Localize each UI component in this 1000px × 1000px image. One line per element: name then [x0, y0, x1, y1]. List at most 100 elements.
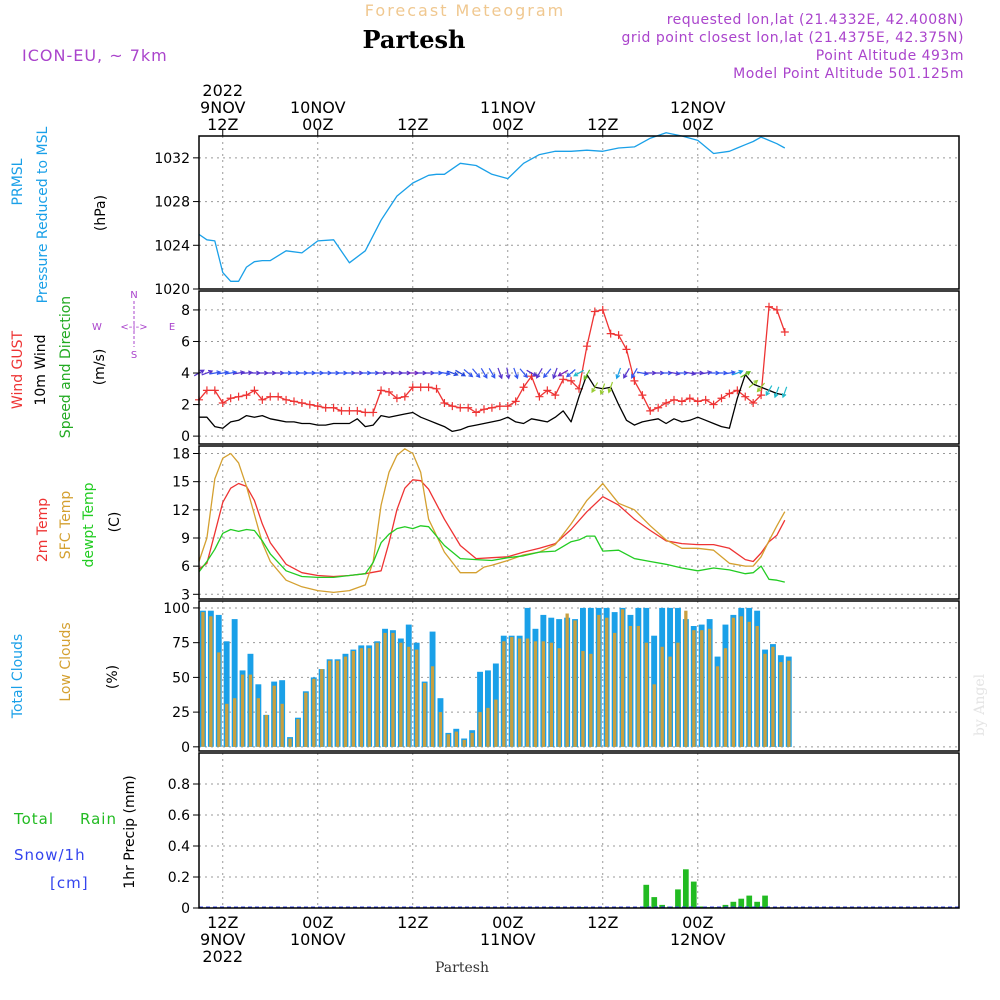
- wind-direction-arrow: [438, 371, 452, 376]
- wind-gust-marker: [313, 402, 322, 411]
- wind-gust-marker: [654, 403, 663, 412]
- wind-gust-marker: [472, 408, 481, 417]
- low-cloud-bar: [589, 653, 593, 747]
- low-cloud-bar: [383, 632, 387, 747]
- y-tick-label: 0.2: [168, 870, 190, 886]
- rain-bar: [730, 901, 737, 908]
- wind-gust-marker: [551, 391, 560, 400]
- wind-direction-arrow: [552, 367, 558, 380]
- y-tick-label: 50: [172, 670, 190, 686]
- watermark: by Angel: [972, 673, 988, 736]
- wind-direction-arrow: [497, 367, 503, 380]
- low-cloud-bar: [771, 646, 775, 747]
- y-tick-label: 75: [172, 636, 190, 652]
- panel-frame: [198, 445, 960, 600]
- wind-direction-arrow: [573, 369, 585, 377]
- low-cloud-bar: [233, 698, 237, 747]
- top-time-label: 12Z: [397, 115, 428, 134]
- wind-gust-marker: [210, 386, 219, 395]
- wind-gust-marker: [598, 305, 607, 314]
- wind-direction-arrow: [748, 379, 759, 389]
- low-cloud-bar: [304, 692, 308, 747]
- y-tick-label: 6: [181, 559, 190, 575]
- panel-frame: [198, 135, 960, 290]
- wind-direction-arrow: [583, 369, 591, 381]
- low-cloud-bar: [636, 626, 640, 747]
- wind-gust-marker: [440, 398, 449, 407]
- total-label: Total: [13, 810, 54, 828]
- wind-gust-marker: [677, 397, 686, 406]
- low-cloud-bar: [668, 656, 672, 747]
- low-cloud-bar: [430, 666, 435, 747]
- low-cloud-bar: [470, 732, 474, 747]
- wind-gust-marker: [266, 392, 275, 401]
- wind-direction-arrow: [463, 369, 474, 378]
- snow-unit-label: [cm]: [50, 874, 89, 892]
- grid-point-coords: grid point closest lon,lat (21.4375E, 42…: [621, 30, 964, 46]
- low-cloud-bar: [256, 698, 260, 747]
- wind-gust-marker: [408, 383, 417, 392]
- temp-dewpt-line: [198, 525, 785, 583]
- wind-gust-marker: [448, 402, 457, 411]
- requested-coords: requested lon,lat (21.4332E, 42.4008N): [667, 12, 964, 28]
- low-cloud-bar: [407, 646, 411, 747]
- low-cloud-bar: [525, 638, 530, 747]
- pressure-label-2: Pressure Reduced to MSL: [35, 126, 51, 303]
- low-cloud-bar: [328, 660, 332, 747]
- wind-direction-arrow: [773, 386, 780, 399]
- rain-bar: [738, 898, 745, 908]
- wind-gust-marker: [614, 331, 623, 340]
- rain-bar: [722, 904, 729, 908]
- low-cloud-bar: [644, 642, 648, 747]
- low-cloud-bar: [351, 651, 355, 747]
- pressure-label-1: PRMSL: [10, 158, 26, 205]
- low-cloud-bar: [391, 632, 395, 747]
- low-cloud-bar: [415, 649, 419, 747]
- wind-gust-marker: [772, 305, 781, 314]
- low-cloud-bar: [605, 617, 609, 747]
- low-cloud-bar: [478, 712, 482, 747]
- wind-direction-arrow: [513, 367, 519, 380]
- wind-gust-marker: [685, 394, 694, 403]
- wind-gust-marker: [456, 403, 465, 412]
- bottom-time-label: 00Z: [302, 913, 333, 932]
- y-tick-label: 18: [172, 447, 190, 463]
- wind-gust-marker: [693, 397, 702, 406]
- wind-gust-marker: [582, 342, 591, 351]
- wind-gust-marker: [622, 345, 631, 354]
- frame-layer: [198, 135, 960, 909]
- low-cloud-bar: [375, 642, 379, 747]
- wind-dir-label: Speed and Direction: [58, 296, 74, 438]
- wind-direction-arrow: [480, 367, 488, 379]
- low-cloud-bar: [320, 669, 324, 747]
- title-faded: Forecast Meteogram: [365, 1, 565, 20]
- low-cloud-bar: [692, 630, 696, 747]
- y-tick-label: 9: [181, 531, 190, 547]
- y-tick-label: 15: [172, 475, 190, 491]
- low-cloud-bar: [700, 630, 704, 747]
- y-tick-label: 25: [172, 705, 190, 721]
- low-cloud-bar: [438, 712, 443, 747]
- wind-gust-marker: [519, 383, 528, 392]
- wind-gust-marker: [218, 398, 227, 407]
- y-tick-label: 8: [181, 303, 190, 319]
- wind-gust-marker: [606, 329, 615, 338]
- wind-direction-arrow: [519, 368, 528, 379]
- low-cloud-bar: [620, 609, 625, 747]
- wind-10m-line: [199, 373, 785, 433]
- total-clouds-label: Total Clouds: [10, 634, 26, 719]
- wind-direction-arrow: [557, 369, 569, 377]
- wind-unit: (m/s): [92, 349, 108, 386]
- compass-n: N: [130, 290, 137, 301]
- wind-gust-marker: [503, 402, 512, 411]
- temp-2m-line: [198, 479, 786, 578]
- low-cloud-bar: [288, 738, 292, 747]
- top-time-label: 00Z: [682, 115, 713, 134]
- low-cloud-bar: [763, 653, 767, 747]
- wind-gust-marker: [543, 386, 552, 395]
- wind-direction-arrow: [591, 382, 599, 394]
- wind-direction-arrow: [636, 371, 649, 376]
- wind-direction-arrow: [607, 381, 614, 394]
- low-cloud-bar: [423, 682, 427, 747]
- wind-gust-marker: [329, 403, 338, 412]
